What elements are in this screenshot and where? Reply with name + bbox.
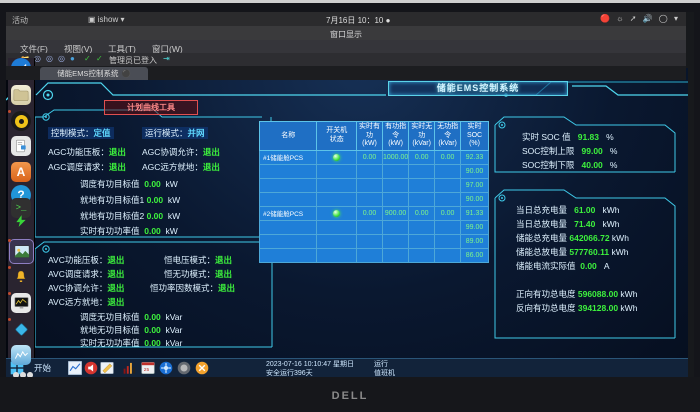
svg-text:25: 25 (144, 367, 150, 373)
